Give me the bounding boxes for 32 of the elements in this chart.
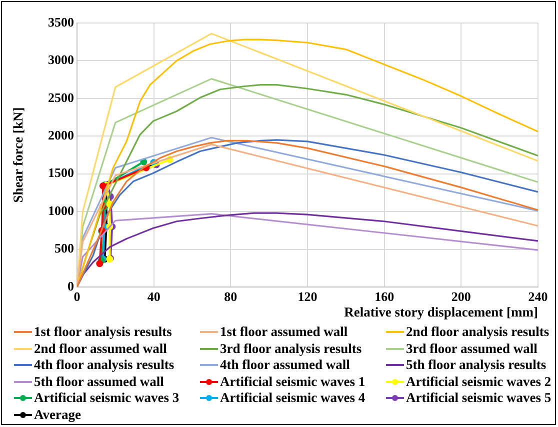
- legend-label: 5th floor assumed wall: [34, 374, 164, 390]
- legend-label: Artificial seismic waves 4: [220, 390, 366, 406]
- y-tick-label: 500: [54, 240, 74, 256]
- y-tick-label: 2000: [48, 128, 74, 142]
- legend-label: 4th floor analysis results: [34, 357, 174, 374]
- y-tick-label: 3500: [48, 14, 74, 30]
- x-tick-label: 40: [147, 289, 160, 304]
- x-tick-label: 80: [224, 289, 238, 304]
- y-axis-title: Shear force [kN]: [10, 107, 26, 203]
- x-tick-label: 120: [298, 289, 318, 304]
- x-tick-label: 160: [374, 289, 394, 304]
- legend-label: Artificial seismic waves 3: [34, 390, 180, 406]
- legend-label: 5th floor analysis results: [406, 357, 546, 374]
- legend-label: 3rd floor assumed wall: [406, 340, 538, 357]
- y-tick-label: 1000: [48, 202, 74, 218]
- y-tick-label: 3000: [48, 52, 74, 68]
- legend-label: 2nd floor analysis results: [406, 324, 550, 340]
- x-tick-label: 240: [528, 289, 548, 304]
- x-axis-title: Relative story displacement [mm]: [344, 304, 538, 320]
- legend-label: Artificial seismic waves 5: [406, 390, 552, 406]
- legend-label: 1st floor analysis results: [34, 324, 172, 340]
- legend-label: 4th floor assumed wall: [220, 357, 350, 374]
- x-tick-label: 200: [451, 289, 471, 304]
- y-tick-label: 2500: [48, 90, 74, 105]
- legend-label: Artificial seismic waves 2: [406, 374, 552, 390]
- legend-label: 3rd floor analysis results: [220, 340, 362, 357]
- y-tick-label: 0: [68, 278, 74, 294]
- legend-label: 2nd floor assumed wall: [34, 340, 167, 357]
- y-tick-label: 1500: [48, 165, 74, 180]
- legend-label: Average: [34, 406, 81, 423]
- legend-label: 1st floor assumed wall: [220, 324, 348, 340]
- legend-label: Artificial seismic waves 1: [220, 374, 366, 390]
